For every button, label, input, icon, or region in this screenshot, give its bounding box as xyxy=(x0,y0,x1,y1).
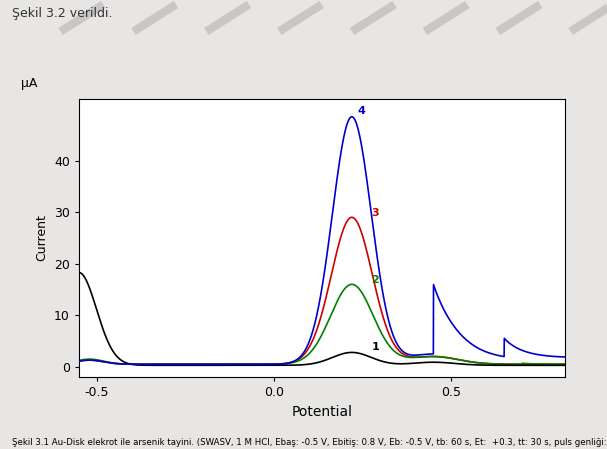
Text: Şekil 3.2 verildi.: Şekil 3.2 verildi. xyxy=(12,7,113,20)
Text: Şekil 3.1 Au-Disk elekrot ile arsenik tayini. (SWASV, 1 M HCI, Ebaş: -0.5 V, Ebi: Şekil 3.1 Au-Disk elekrot ile arsenik ta… xyxy=(12,437,607,446)
Y-axis label: Current: Current xyxy=(35,215,49,261)
Text: 3: 3 xyxy=(371,208,379,218)
X-axis label: Potential: Potential xyxy=(291,405,352,419)
Text: 2: 2 xyxy=(371,275,379,285)
Text: μA: μA xyxy=(21,77,37,90)
Text: 1: 1 xyxy=(371,342,379,352)
Text: 4: 4 xyxy=(357,106,365,116)
